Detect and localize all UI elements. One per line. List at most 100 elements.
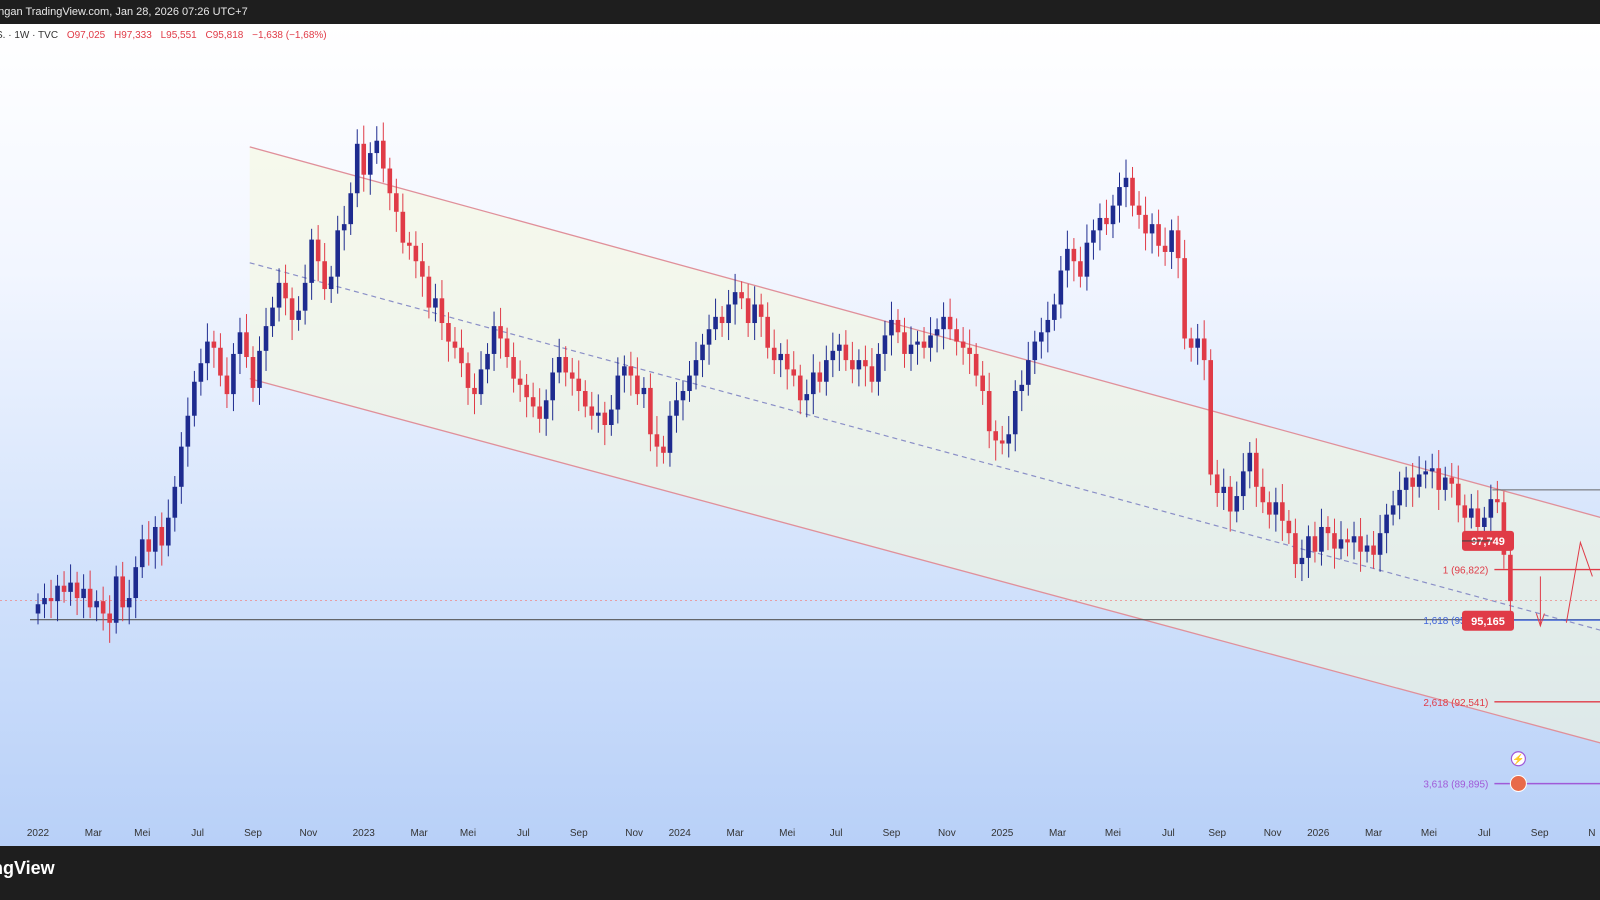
x-axis-tick-label: 2026 bbox=[1307, 828, 1330, 839]
candle-body bbox=[1143, 214, 1148, 234]
candle-body bbox=[602, 412, 608, 426]
candle-body bbox=[1052, 304, 1057, 320]
x-axis-tick-label: Sep bbox=[570, 828, 588, 839]
candle-body bbox=[179, 446, 184, 487]
candle-body bbox=[1312, 536, 1318, 552]
candle-body bbox=[1377, 533, 1383, 555]
x-axis-tick-label: Mei bbox=[1105, 828, 1121, 839]
candle-body bbox=[1110, 205, 1116, 225]
candle-body bbox=[478, 369, 484, 395]
candle-body bbox=[55, 585, 60, 602]
candle-body bbox=[752, 304, 757, 324]
candle-body bbox=[1091, 230, 1096, 243]
candle-body bbox=[1234, 496, 1240, 512]
candle-body bbox=[674, 400, 679, 416]
candle-body bbox=[270, 307, 275, 327]
candle-body bbox=[556, 357, 562, 373]
candle-body bbox=[302, 282, 308, 311]
candle-body bbox=[1188, 338, 1194, 348]
x-axis-tick-label: Mei bbox=[460, 828, 476, 839]
open-value: O97,025 bbox=[66, 30, 106, 41]
candle-body bbox=[1462, 505, 1468, 518]
bottom-bar: ngView bbox=[0, 846, 1600, 900]
candle-body bbox=[661, 446, 666, 453]
price-chart[interactable]: 97,749 1 (96,822) 1,618 (95,187)95,165 2,61… bbox=[0, 24, 1600, 846]
candle-body bbox=[563, 357, 569, 373]
candle-body bbox=[257, 350, 262, 388]
candle-body bbox=[915, 341, 920, 345]
candle-body bbox=[986, 391, 992, 432]
candle-body bbox=[322, 261, 327, 290]
candle-body bbox=[706, 329, 712, 345]
candle-body bbox=[1358, 536, 1363, 552]
change-value: −1,638 (−1,68%) bbox=[252, 30, 327, 41]
candle-body bbox=[1410, 477, 1415, 487]
candle-body bbox=[980, 375, 985, 392]
candle-body bbox=[1227, 486, 1233, 512]
candle-body bbox=[797, 375, 803, 401]
candle-body bbox=[1306, 536, 1311, 558]
candle-body bbox=[1325, 526, 1331, 534]
candle-body bbox=[530, 397, 536, 407]
candle-body bbox=[693, 360, 699, 376]
candle-body bbox=[1012, 391, 1018, 435]
lightning-glyph: ⚡ bbox=[1512, 753, 1524, 766]
candle-body bbox=[1254, 452, 1259, 487]
fib-level-label: 2,618 (92,541) bbox=[1423, 698, 1488, 709]
candle-body bbox=[224, 375, 230, 395]
channel-lower-line bbox=[249, 378, 1600, 744]
candle-body bbox=[1156, 224, 1161, 246]
candle-body bbox=[1149, 224, 1155, 234]
candle-body bbox=[999, 440, 1005, 444]
candle-body bbox=[687, 375, 692, 392]
candle-body bbox=[354, 143, 360, 194]
x-axis-tick-label: 2024 bbox=[669, 828, 692, 839]
candle-body bbox=[589, 406, 595, 416]
caption-text: engan TradingView.com, Jan 28, 2026 07:2… bbox=[0, 6, 248, 18]
x-axis-tick-label: Mar bbox=[726, 828, 744, 839]
low-value: L95,551 bbox=[160, 30, 197, 41]
candle-body bbox=[667, 415, 673, 453]
symbol-info: S. · 1W · TVC bbox=[0, 30, 59, 41]
candle-body bbox=[152, 526, 158, 552]
projection-down-arrowhead bbox=[1535, 613, 1545, 628]
candle-body bbox=[941, 316, 946, 330]
x-axis-tick-label: 2022 bbox=[27, 828, 50, 839]
candle-body bbox=[283, 282, 288, 299]
candle-body bbox=[830, 350, 836, 361]
candle-body bbox=[700, 344, 705, 361]
candle-body bbox=[485, 353, 490, 370]
candle-body bbox=[791, 369, 797, 376]
candle-body bbox=[139, 539, 145, 568]
candle-body bbox=[172, 486, 178, 518]
candle-body bbox=[1195, 338, 1200, 348]
candle-body bbox=[1508, 554, 1513, 602]
candle-body bbox=[1364, 545, 1370, 552]
x-axis-tick-label: Mei bbox=[134, 828, 150, 839]
candle-body bbox=[1449, 477, 1455, 484]
x-axis-tick-label: Mar bbox=[1365, 828, 1383, 839]
candle-body bbox=[569, 372, 575, 379]
candle-body bbox=[231, 353, 236, 395]
candle-body bbox=[237, 332, 243, 354]
x-axis-tick-label: Nov bbox=[938, 828, 956, 839]
candle-body bbox=[374, 140, 380, 154]
close-value: C95,818 bbox=[205, 30, 244, 41]
candle-body bbox=[1403, 477, 1409, 490]
candle-body bbox=[745, 298, 751, 324]
candle-body bbox=[426, 276, 432, 308]
x-axis-tick-label: Nov bbox=[625, 828, 643, 839]
candle-body bbox=[908, 344, 914, 354]
candle-body bbox=[211, 341, 217, 348]
candle-body bbox=[1169, 230, 1174, 252]
candle-body bbox=[504, 338, 510, 358]
x-axis-tick-label: Sep bbox=[1531, 828, 1549, 839]
candle-body bbox=[1045, 319, 1051, 333]
candle-body bbox=[81, 588, 86, 599]
candle-body bbox=[641, 387, 647, 395]
chart-area[interactable]: 97,749 1 (96,822) 1,618 (95,187) 95,165 2,61… bbox=[0, 24, 1600, 846]
candle-body bbox=[1371, 545, 1376, 555]
candle-body bbox=[1442, 477, 1448, 490]
x-axis-tick-label: 2025 bbox=[991, 828, 1014, 839]
ohlc-legend: S. · 1W · TVC O97,025 H97,333 L95,551 C9… bbox=[0, 30, 333, 41]
